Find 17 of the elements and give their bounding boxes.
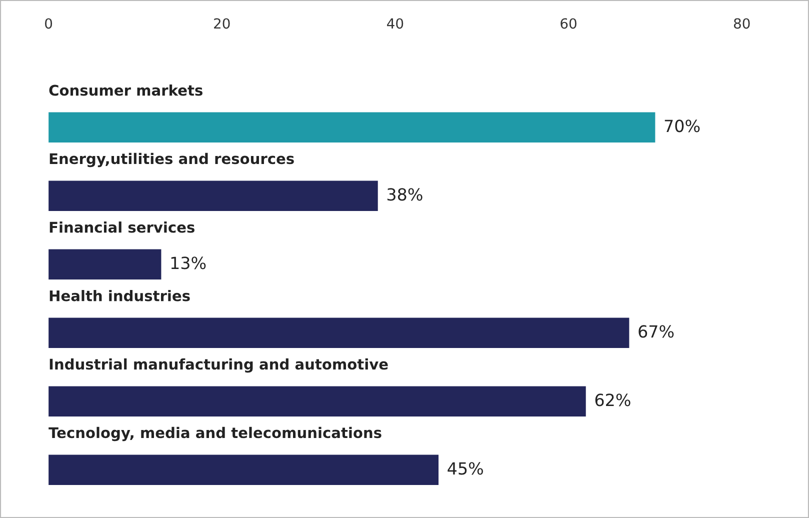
data-label: 38%	[387, 188, 422, 201]
data-label: 67%	[638, 325, 674, 338]
data-label: 70%	[664, 120, 700, 132]
y-tick-label: Industrial manufacturing and automotive	[50, 358, 388, 373]
y-tick-label: Health industries	[50, 290, 190, 302]
data-label: 62%	[595, 394, 630, 406]
data-label: 45%	[448, 462, 483, 475]
x-tick-label: 40	[387, 18, 404, 29]
x-tick-label: 80	[734, 18, 750, 29]
y-tick-label: Energy,utilities and resources	[50, 152, 294, 168]
data-label: 13%	[171, 256, 206, 270]
y-tick-label: Tecnology, media and telecomunications	[48, 426, 382, 442]
y-tick-label: Consumer markets	[49, 84, 202, 96]
x-tick-label: 60	[560, 18, 576, 29]
y-tick-label: Financial services	[50, 221, 194, 233]
x-tick-label: 0	[45, 18, 52, 29]
x-tick-label: 20	[214, 18, 230, 29]
